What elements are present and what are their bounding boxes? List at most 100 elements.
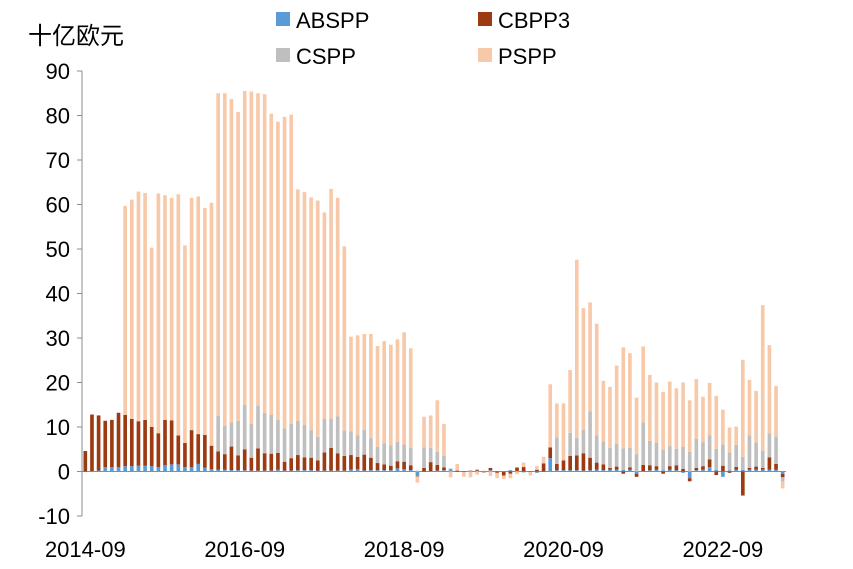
- bar-cbpp3: [183, 443, 187, 468]
- bar-pspp: [495, 472, 499, 479]
- bar-abspp: [555, 470, 559, 472]
- bar-cspp: [309, 430, 313, 458]
- bar-cspp: [362, 429, 367, 455]
- bar-cbpp3: [588, 457, 592, 471]
- bar-abspp: [674, 470, 679, 472]
- bar-pspp: [714, 395, 719, 449]
- bar-abspp: [136, 465, 141, 472]
- bar-abspp: [648, 470, 652, 472]
- bar-pspp: [448, 471, 453, 478]
- bar-abspp: [123, 466, 127, 472]
- bar-cbpp3: [222, 454, 227, 470]
- x-tick-label: 2014-09: [45, 537, 126, 562]
- bar-pspp: [667, 381, 672, 447]
- bar-pspp: [694, 378, 699, 440]
- bar-cbpp3: [515, 467, 519, 472]
- bar-cspp: [727, 452, 732, 471]
- bar-abspp: [236, 470, 240, 472]
- bar-pspp: [322, 212, 327, 419]
- bar-cspp: [674, 448, 679, 466]
- bar-cspp: [369, 438, 373, 458]
- bar-cspp: [707, 435, 712, 460]
- bar-pspp: [302, 192, 307, 425]
- bar-cbpp3: [335, 453, 340, 471]
- legend: ABSPP CBPP3 CSPP PSPP: [276, 8, 570, 69]
- bar-abspp: [488, 470, 493, 472]
- bar-abspp: [329, 470, 333, 472]
- bar-cbpp3: [594, 462, 599, 470]
- bar-abspp: [309, 470, 313, 472]
- bar-cbpp3: [641, 464, 646, 472]
- bar-abspp: [322, 470, 327, 472]
- bar-cbpp3: [628, 467, 632, 470]
- bar-abspp: [681, 471, 685, 473]
- bar-cspp: [415, 470, 420, 472]
- bar-pspp: [707, 382, 712, 436]
- y-tick-label: 70: [46, 148, 70, 173]
- bar-pspp: [422, 416, 426, 448]
- bar-cbpp3: [621, 471, 626, 474]
- bar-cbpp3: [561, 460, 566, 471]
- bar-pspp: [721, 409, 725, 445]
- bar-pspp: [734, 426, 739, 445]
- bar-cspp: [296, 420, 300, 456]
- bar-cbpp3: [315, 460, 320, 471]
- bar-cbpp3: [289, 458, 294, 471]
- bar-cbpp3: [721, 465, 725, 472]
- bar-cbpp3: [694, 467, 699, 471]
- bar-pspp: [143, 192, 147, 420]
- bar-cspp: [229, 422, 234, 447]
- bar-cspp: [555, 437, 559, 464]
- bar-pspp: [674, 388, 679, 449]
- bar-pspp: [309, 197, 313, 431]
- bar-cspp: [389, 445, 393, 466]
- bar-abspp: [189, 467, 194, 472]
- legend-label-cbpp3: CBPP3: [498, 8, 570, 33]
- bar-pspp: [123, 205, 127, 415]
- bar-abspp: [149, 466, 154, 472]
- bar-cspp: [375, 447, 380, 464]
- bar-abspp: [714, 469, 719, 472]
- bar-pspp: [614, 365, 619, 444]
- bar-cbpp3: [734, 467, 739, 470]
- bar-abspp: [601, 470, 606, 472]
- bar-cspp: [641, 422, 646, 465]
- x-tick-label: 2016-09: [204, 537, 285, 562]
- bar-abspp: [302, 470, 307, 472]
- bar-pspp: [681, 382, 685, 448]
- bar-abspp: [389, 470, 393, 472]
- bar-pspp: [574, 259, 579, 438]
- bar-cspp: [654, 443, 659, 467]
- bar-cspp: [269, 414, 274, 454]
- bar-cspp: [236, 420, 240, 456]
- bar-cbpp3: [548, 447, 553, 459]
- bar-cbpp3: [408, 465, 413, 471]
- bar-pspp: [216, 93, 220, 416]
- bar-abspp: [581, 470, 586, 472]
- bar-pspp: [329, 188, 333, 419]
- bar-abspp: [289, 470, 294, 472]
- unit-label: 十亿欧元: [28, 22, 124, 50]
- bar-cbpp3: [701, 466, 705, 470]
- bar-pspp: [455, 463, 460, 471]
- bar-pspp: [767, 345, 772, 434]
- bar-abspp: [269, 470, 274, 472]
- bar-cspp: [574, 437, 579, 456]
- bar-pspp: [249, 91, 254, 424]
- bar-cspp: [216, 415, 220, 452]
- bar-abspp: [282, 470, 287, 472]
- bar-abspp: [183, 467, 187, 472]
- bar-cbpp3: [402, 461, 406, 470]
- bar-pspp: [568, 370, 572, 433]
- bar-cspp: [734, 444, 739, 468]
- bar-abspp: [349, 469, 353, 472]
- bar-abspp: [196, 463, 201, 472]
- bar-cbpp3: [355, 456, 360, 470]
- bar-abspp: [103, 467, 108, 472]
- bar-cspp: [714, 448, 719, 470]
- bar-cbpp3: [342, 455, 347, 471]
- bar-pspp: [169, 197, 174, 421]
- bar-abspp: [395, 468, 400, 472]
- bar-abspp: [734, 469, 739, 472]
- bar-cspp: [760, 451, 765, 468]
